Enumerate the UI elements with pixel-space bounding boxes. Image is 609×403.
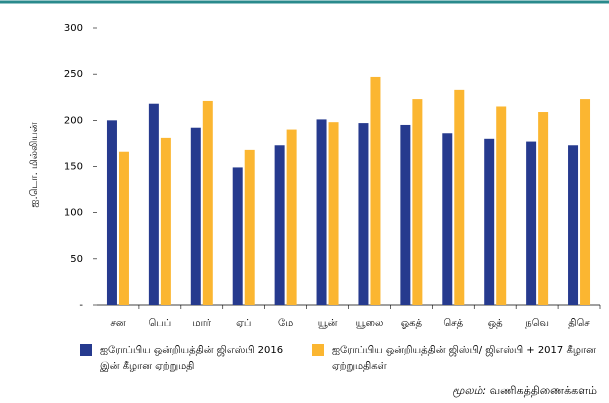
bar	[148, 103, 159, 305]
y-tick-label: 50	[70, 254, 83, 265]
y-tick-label: 150	[64, 162, 83, 173]
legend-swatch	[312, 344, 324, 356]
x-tick-label: சன	[110, 318, 126, 329]
bar	[580, 99, 591, 305]
bar	[202, 100, 213, 306]
x-tick-label: யூலை	[356, 318, 384, 329]
bar	[244, 149, 255, 305]
legend-label: ஐரோப்பிய ஒன்றியத்தின் ஜிஎஸ்பி 2016 இன் க…	[100, 345, 284, 372]
x-tick-label: நவெ	[525, 318, 549, 329]
chart: ஐ.டொ. மில்லியன் - 50 100 150 200 250 300 சன பெப்…	[0, 0, 609, 329]
bar	[106, 120, 117, 305]
bar	[232, 167, 243, 305]
x-tick-label: திசெ	[568, 318, 590, 329]
y-tick-label: 250	[64, 69, 83, 80]
y-tick-label: 300	[64, 23, 83, 34]
x-tick-label: மே	[278, 318, 293, 329]
bar	[412, 99, 423, 305]
bar	[484, 138, 495, 305]
bar	[370, 76, 381, 305]
source: மூலம்: வணிகத்திணைக்களம்	[452, 384, 597, 399]
bar	[526, 141, 537, 305]
x-tick-label: செத்	[443, 318, 463, 329]
legend-swatch	[80, 344, 92, 356]
bar	[568, 145, 579, 305]
bar	[190, 127, 201, 305]
y-tick-label: 100	[64, 208, 83, 219]
bar	[442, 133, 453, 305]
x-tick-label: பெப்	[149, 318, 172, 329]
bar	[160, 137, 171, 305]
source-text: வணிகத்திணைக்களம்	[489, 384, 597, 397]
x-tick-label: ஓகத்	[401, 318, 423, 329]
y-axis-label: ஐ.டொ. மில்லியன்	[29, 122, 40, 207]
y-tick-label: -	[79, 300, 83, 311]
legend-label: ஐரோப்பிய ஒன்றியத்தின் ஜிஸ்பி/ ஜிஎஸ்பி + …	[332, 345, 596, 372]
x-tick-label: யூன்	[318, 318, 338, 329]
y-tick-label: 200	[64, 115, 83, 126]
x-tick-label: ஏப்	[236, 318, 251, 329]
bar	[286, 129, 297, 305]
bar	[538, 112, 549, 305]
source-label: மூலம்:	[452, 384, 487, 397]
x-tick-label: ஒத்	[488, 318, 503, 329]
bar	[400, 124, 411, 305]
bar	[454, 89, 465, 305]
bar	[316, 119, 327, 305]
bar	[118, 151, 129, 305]
bar	[358, 123, 369, 305]
bar	[496, 106, 507, 305]
bar	[274, 145, 285, 305]
bar	[328, 122, 339, 306]
x-tick-label: மார்	[193, 318, 212, 329]
